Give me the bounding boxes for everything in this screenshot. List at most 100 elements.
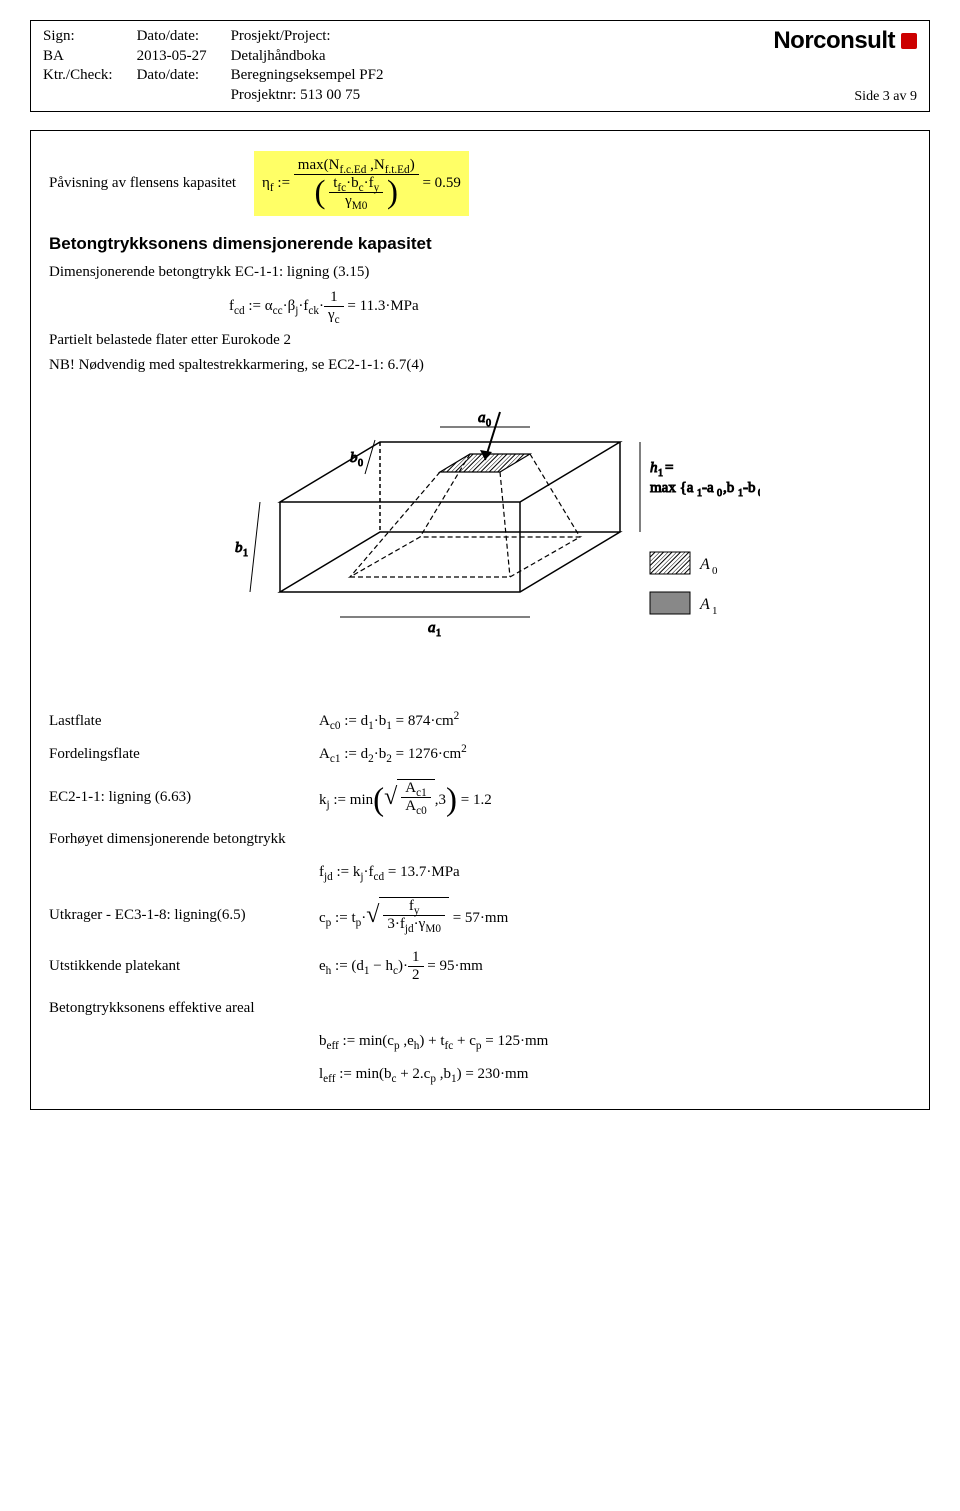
sq2: 2 bbox=[461, 743, 467, 755]
den-3f: 3·fjd·γM0 bbox=[383, 916, 445, 933]
cp-eq: cp := tp·√fy3·fjd·γM0 = 57·mm bbox=[319, 889, 562, 941]
label-projectnr: Prosjektnr: bbox=[231, 87, 297, 103]
Ac0-res: = 874·cm bbox=[392, 713, 454, 729]
lastflate-label: Lastflate bbox=[49, 705, 319, 738]
kj: k bbox=[319, 792, 327, 808]
label-project: Prosjekt/Project: bbox=[231, 27, 384, 47]
value-projectnr: 513 00 75 bbox=[300, 87, 360, 103]
gc: γ bbox=[328, 307, 335, 323]
one-gc: 1γc bbox=[324, 289, 344, 324]
row-projectnr: Prosjektnr: 513 00 75 bbox=[231, 86, 384, 106]
label-sign: Sign: bbox=[43, 27, 113, 47]
value-date1: 2013-05-27 bbox=[137, 47, 207, 67]
fcd-eq: fcd := αcc·βj·fck·1γc = 11.3·MPa bbox=[229, 289, 911, 324]
bc: b bbox=[351, 175, 359, 191]
Ac1-eq: Ac1 := d2·b2 = 1276·cm2 bbox=[319, 738, 562, 771]
partial: Partielt belastede flater etter Eurokode… bbox=[49, 332, 911, 349]
tp-sub: p bbox=[356, 917, 362, 929]
content-box: Påvisning av flensens kapasitet ηf := ma… bbox=[30, 130, 930, 1110]
ec663-label: EC2-1-1: ligning (6.63) bbox=[49, 771, 319, 823]
two: 2. bbox=[412, 1066, 423, 1082]
beta-sub: j bbox=[295, 305, 298, 317]
cp: c bbox=[319, 910, 326, 926]
g2-sub: M0 bbox=[425, 923, 441, 935]
kj-res: = 1.2 bbox=[457, 792, 492, 808]
inner-num: tfc·bc·fy bbox=[329, 175, 383, 193]
effektiv-label: Betongtrykksonens effektive areal bbox=[49, 992, 562, 1025]
header-box: Sign: BA Ktr./Check: Dato/date: 2013-05-… bbox=[30, 20, 930, 112]
svg-text:,b: ,b bbox=[723, 480, 734, 496]
N1: N bbox=[329, 157, 340, 173]
eh-sub: h bbox=[326, 965, 332, 977]
alpha-sub: cc bbox=[273, 305, 283, 317]
g: γ bbox=[345, 193, 352, 209]
3f: 3·f bbox=[387, 916, 405, 932]
sqrt-sym1: √ bbox=[384, 790, 397, 804]
value-project: Detaljhåndboka bbox=[231, 47, 384, 67]
cp-sub: p bbox=[326, 917, 332, 929]
Ac0: A bbox=[319, 713, 330, 729]
header-left: Sign: BA Ktr./Check: Dato/date: 2013-05-… bbox=[43, 27, 383, 105]
fck-sub: ck bbox=[308, 305, 319, 317]
one: 1 bbox=[324, 289, 344, 307]
svg-text:0: 0 bbox=[486, 418, 491, 429]
num-ac1: Ac1 bbox=[401, 780, 430, 798]
label-date2: Dato/date: bbox=[137, 66, 207, 86]
cp3: c bbox=[469, 1033, 476, 1049]
lp2: ( bbox=[373, 782, 384, 818]
cp4-sub: p bbox=[430, 1073, 436, 1085]
leff-res: = 230·mm bbox=[462, 1066, 529, 1082]
svg-text:a: a bbox=[428, 620, 436, 636]
d1-sub2: 1 bbox=[364, 965, 370, 977]
row-effektiv: Betongtrykksonens effektive areal bbox=[49, 992, 562, 1025]
half-den: 2 bbox=[408, 967, 424, 984]
flange-row: Påvisning av flensens kapasitet ηf := ma… bbox=[49, 151, 911, 216]
svg-text:1: 1 bbox=[712, 605, 718, 617]
row-utkrager: Utkrager - EC3-1-8: ligning(6.5) cp := t… bbox=[49, 889, 562, 941]
eh-eq: eh := (d1 − hc)·12 = 95·mm bbox=[319, 941, 562, 992]
fjd-res: = 13.7·MPa bbox=[384, 864, 460, 880]
leff-spacer bbox=[49, 1058, 319, 1091]
beff-eq: beff := min(cp ,eh) + tfc + cp = 125·mm bbox=[319, 1025, 562, 1058]
svg-text:1: 1 bbox=[436, 628, 441, 639]
row-utstik: Utstikkende platekant eh := (d1 − hc)·12… bbox=[49, 941, 562, 992]
flange-frac: max(Nf.c.Ed ,Nf.t.Ed) ( tfc·bc·fy γM0 ) bbox=[294, 157, 419, 210]
dot2: ·b bbox=[374, 746, 387, 762]
eh2-sub: h bbox=[414, 1040, 420, 1052]
line1: Dimensjonerende betongtrykk EC-1-1: lign… bbox=[49, 264, 911, 281]
definitions-table: Lastflate Ac0 := d1·b1 = 874·cm2 Fordeli… bbox=[49, 705, 562, 1091]
value-sign: BA bbox=[43, 47, 113, 67]
hc: h bbox=[386, 958, 394, 974]
fordel-label: Fordelingsflate bbox=[49, 738, 319, 771]
beff: b bbox=[319, 1033, 327, 1049]
sqrt1: √Ac1Ac0 bbox=[384, 779, 435, 815]
figure: a0 b0 b1 a1 h1 = max {a1 -a0 ,b1 -b0 } A… bbox=[49, 392, 911, 677]
three: ,3 bbox=[435, 792, 446, 808]
N2: N bbox=[374, 157, 385, 173]
eta: η bbox=[262, 175, 270, 191]
num-fy: fy bbox=[383, 898, 445, 916]
frac-cp: fy3·fjd·γM0 bbox=[383, 898, 445, 933]
Ac0-eq: Ac0 := d1·b1 = 874·cm2 bbox=[319, 705, 562, 738]
half-num: 1 bbox=[408, 949, 424, 967]
gc-sub: c bbox=[335, 314, 340, 326]
eh-res: = 95·mm bbox=[424, 958, 483, 974]
fcd-sub: cd bbox=[234, 305, 245, 317]
svg-text:A: A bbox=[699, 596, 710, 613]
utstik-label: Utstikkende platekant bbox=[49, 941, 319, 992]
max-fn: max bbox=[298, 157, 324, 173]
min-fn: min bbox=[350, 792, 373, 808]
svg-text:1: 1 bbox=[658, 468, 663, 479]
cp2-sub: p bbox=[394, 1040, 400, 1052]
nb: NB! Nødvendig med spaltestrekkarmering, … bbox=[49, 357, 911, 374]
svg-text:h: h bbox=[650, 460, 658, 476]
leff-sub: eff bbox=[323, 1073, 335, 1085]
row-leff: leff := min(bc + 2.cp ,b1) = 230·mm bbox=[49, 1058, 562, 1091]
eh2: e bbox=[407, 1033, 414, 1049]
svg-text:b: b bbox=[350, 450, 358, 466]
Ac1: A bbox=[319, 746, 330, 762]
lp: ( bbox=[314, 174, 325, 210]
beff-res: = 125·mm bbox=[482, 1033, 549, 1049]
beff-sub: eff bbox=[327, 1040, 339, 1052]
flange-result: = 0.59 bbox=[422, 175, 460, 191]
